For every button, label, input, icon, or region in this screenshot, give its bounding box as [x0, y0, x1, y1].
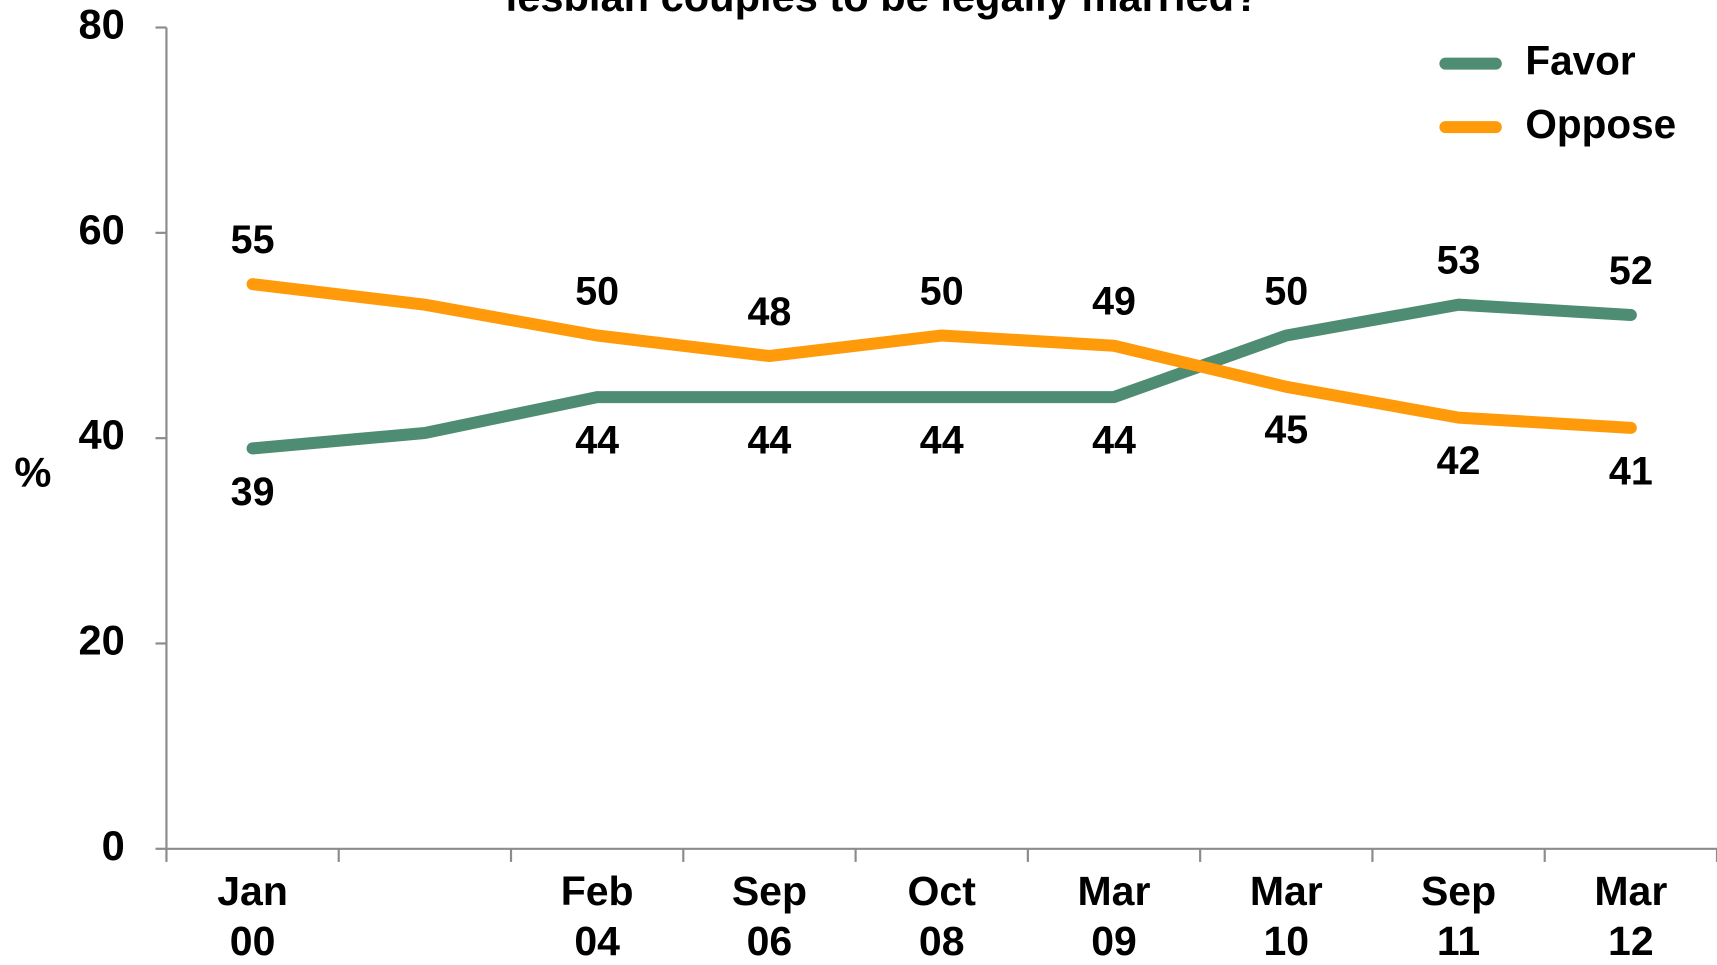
data-label: 44 [1092, 418, 1136, 462]
data-label: 50 [1264, 269, 1308, 313]
x-tick-label: Jan 00 [217, 868, 288, 965]
y-tick-label: 60 [79, 206, 125, 253]
legend-label: Favor [1525, 37, 1636, 83]
data-label: 55 [231, 218, 275, 262]
data-label: 44 [748, 418, 792, 462]
series-line [246, 298, 1637, 455]
x-tick-label: Sep 11 [1420, 868, 1497, 965]
data-label: 50 [920, 269, 964, 313]
data-label: 39 [231, 470, 275, 514]
data-label: 41 [1609, 449, 1653, 493]
y-tick-label: 0 [102, 822, 125, 869]
x-tick-label: Feb 04 [560, 868, 634, 965]
data-label: 45 [1264, 408, 1308, 452]
data-label: 44 [575, 418, 619, 462]
y-tick-label: 20 [79, 616, 125, 663]
legend-label: Oppose [1525, 101, 1676, 147]
y-tick-label: 40 [79, 411, 125, 458]
data-label: 42 [1437, 439, 1481, 483]
x-tick-label: Oct 08 [907, 868, 976, 965]
data-label: 49 [1092, 280, 1136, 324]
chart-title: lesbian couples to be legally married? [506, 0, 1260, 20]
data-label: 50 [575, 269, 619, 313]
data-label: 53 [1437, 238, 1481, 282]
series-line [246, 278, 1637, 434]
x-tick-label: Mar 10 [1249, 868, 1323, 965]
x-tick-label: Mar 09 [1077, 868, 1151, 965]
x-tick-label: Sep 06 [731, 868, 808, 965]
y-axis-label: % [14, 448, 51, 495]
data-label: 44 [920, 418, 964, 462]
y-tick-label: 80 [79, 1, 125, 48]
data-label: 52 [1609, 249, 1653, 293]
data-label: 48 [748, 290, 792, 334]
x-tick-label: Mar 12 [1594, 868, 1668, 965]
